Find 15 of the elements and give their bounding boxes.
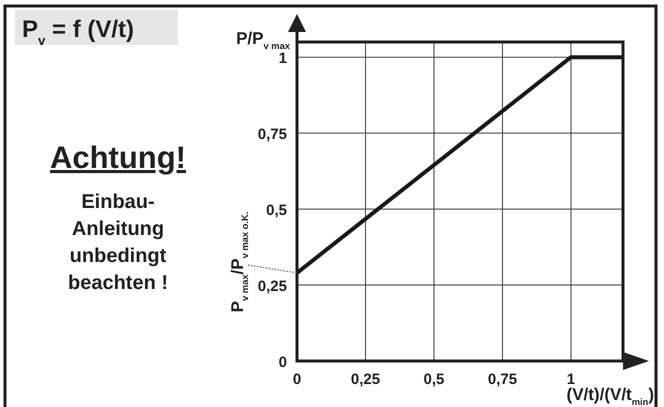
y-tick-label: 1: [278, 50, 287, 68]
x-tick-label: 0: [292, 371, 302, 388]
x-tick-label: 1: [566, 371, 576, 388]
y-tick-label: 0: [278, 354, 287, 371]
text: Einbau- Anleitung unbedingt beachten !: [68, 191, 168, 294]
y-tick-label: 0,25: [258, 278, 287, 296]
text: P$_{v}$ = f (V/t): [22, 16, 134, 48]
x-tick-label: 0,5: [424, 371, 444, 388]
y-axis-title: P/P$_{v max}$: [236, 29, 291, 51]
text: Achtung!: [50, 140, 186, 175]
x-axis-title: (V/t)/(V/t$_{min}$): [566, 385, 654, 407]
y-tick-label: 0,75: [258, 126, 287, 144]
x-tick-label: 0,75: [488, 371, 518, 388]
x-tick-label: 0,25: [350, 371, 380, 388]
y-tick-label: 0,5: [266, 202, 287, 220]
